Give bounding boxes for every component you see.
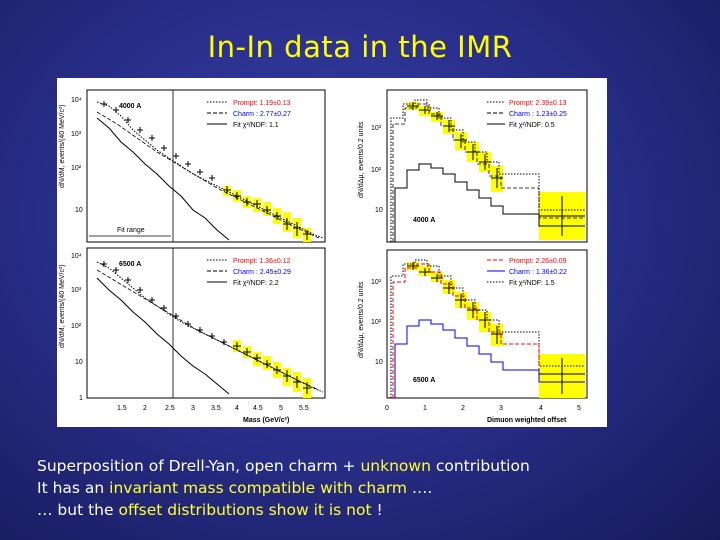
caption-line-3: … but the offset distributions show it i…	[37, 499, 530, 521]
ytick: 10³	[71, 131, 82, 138]
panel-top-left: Fit range 4000 A Prompt: 1.19±0.13 Charm…	[59, 89, 326, 243]
caption-line-2: It has an invariant mass compatible with…	[37, 477, 530, 499]
legend-prompt: Prompt: 1.19±0.13	[233, 100, 291, 107]
xtick: 2.5	[165, 405, 175, 412]
panel-current-label: 6500 A	[413, 377, 435, 384]
xtick: 3.5	[211, 405, 221, 412]
y-axis-label: dN/dΔμ, events/0.2 units	[358, 281, 365, 358]
ytick: 10²	[71, 165, 82, 172]
caption-text: Superposition of Drell-Yan, open charm +	[37, 457, 361, 475]
ytick: 10²	[71, 323, 82, 330]
legend-charm: Charm : 2.45±0.29	[233, 269, 291, 276]
caption-highlight: unknown	[360, 457, 431, 475]
y-axis-label: dN/dM, events/(40 MeV/c²)	[59, 264, 66, 348]
legend-fit: Fit χ²/NDF: 2.2	[233, 280, 279, 287]
x-axis-label: Mass (GeV/c²)	[243, 417, 289, 424]
xtick: 1.5	[117, 405, 127, 412]
xtick: 4	[235, 405, 239, 412]
legend-charm: Charm : 1.23±0.25	[509, 111, 567, 118]
caption-text: ….	[406, 479, 433, 497]
ytick: 10³	[371, 125, 382, 132]
legend-prompt: Prompt: 1.36±0.12	[233, 258, 291, 265]
ytick: 10⁴	[71, 253, 82, 260]
panel-current-label: 4000 A	[413, 217, 435, 224]
y-axis-label: dN/dΔμ, events/0.2 units	[358, 121, 365, 198]
panel-current-label: 6500 A	[119, 261, 141, 268]
legend-fit: Fit χ²/NDF: 1.1	[233, 122, 279, 129]
ytick: 10	[375, 359, 383, 366]
legend-prompt: Prompt: 2.39±0.13	[509, 100, 567, 107]
xtick: 3	[191, 405, 195, 412]
legend-fit: Fit χ²/NDF: 1.5	[509, 280, 555, 287]
ytick: 10⁴	[71, 97, 82, 104]
ytick: 10³	[71, 287, 82, 294]
legend-charm: Charm : 2.77±0.27	[233, 111, 291, 118]
panel-bottom-right: 6500 A Prompt: 2.26±0.09 Charm : 1.36±0.…	[358, 249, 588, 424]
figure-svg: .ax { fill:none; stroke:#000; stroke-wid…	[59, 89, 588, 424]
caption: Superposition of Drell-Yan, open charm +…	[37, 455, 530, 521]
x-axis-label: Dimuon weighted offset	[487, 417, 567, 424]
xtick: 1	[423, 405, 427, 412]
xtick: 0	[385, 405, 389, 412]
fit-range-label: Fit range	[117, 227, 145, 234]
panel-current-label: 4000 A	[119, 103, 141, 110]
ytick: 10	[75, 359, 83, 366]
legend-prompt: Prompt: 2.26±0.09	[509, 258, 567, 265]
caption-text: contribution	[430, 457, 530, 475]
caption-highlight: invariant mass compatible with charm	[109, 479, 407, 497]
legend-charm: Charm : 1.36±0.22	[509, 269, 567, 276]
ytick: 1	[79, 395, 83, 402]
ytick: 10³	[371, 279, 382, 286]
xtick: 5	[577, 405, 581, 412]
ytick: 10²	[371, 319, 382, 326]
caption-line-1: Superposition of Drell-Yan, open charm +…	[37, 455, 530, 477]
xtick: 3	[499, 405, 503, 412]
y-axis-label: dN/dM, events/(40 MeV/c²)	[59, 104, 66, 188]
legend-fit: Fit χ²/NDF: 0.5	[509, 122, 555, 129]
xtick: 2	[143, 405, 147, 412]
ytick: 10	[75, 207, 83, 214]
xtick: 4	[539, 405, 543, 412]
ytick: 10²	[371, 167, 382, 174]
ytick: 10	[375, 207, 383, 214]
panel-top-right: 4000 A Prompt: 2.39±0.13 Charm : 1.23±0.…	[358, 89, 588, 243]
xtick: 2	[461, 405, 465, 412]
caption-text: !	[371, 501, 383, 519]
caption-text: … but the	[37, 501, 119, 519]
panel-bottom-left: 6500 A Prompt: 1.36±0.12 Charm : 2.45±0.…	[59, 247, 326, 424]
xtick: 4.5	[253, 405, 263, 412]
caption-text: It has an	[37, 479, 110, 497]
caption-highlight: offset distributions show it is not	[118, 501, 372, 519]
results-figure: .ax { fill:none; stroke:#000; stroke-wid…	[57, 78, 607, 427]
slide-title: In-In data in the IMR	[207, 30, 513, 64]
xtick: 5	[279, 405, 283, 412]
xtick: 5.5	[299, 405, 309, 412]
